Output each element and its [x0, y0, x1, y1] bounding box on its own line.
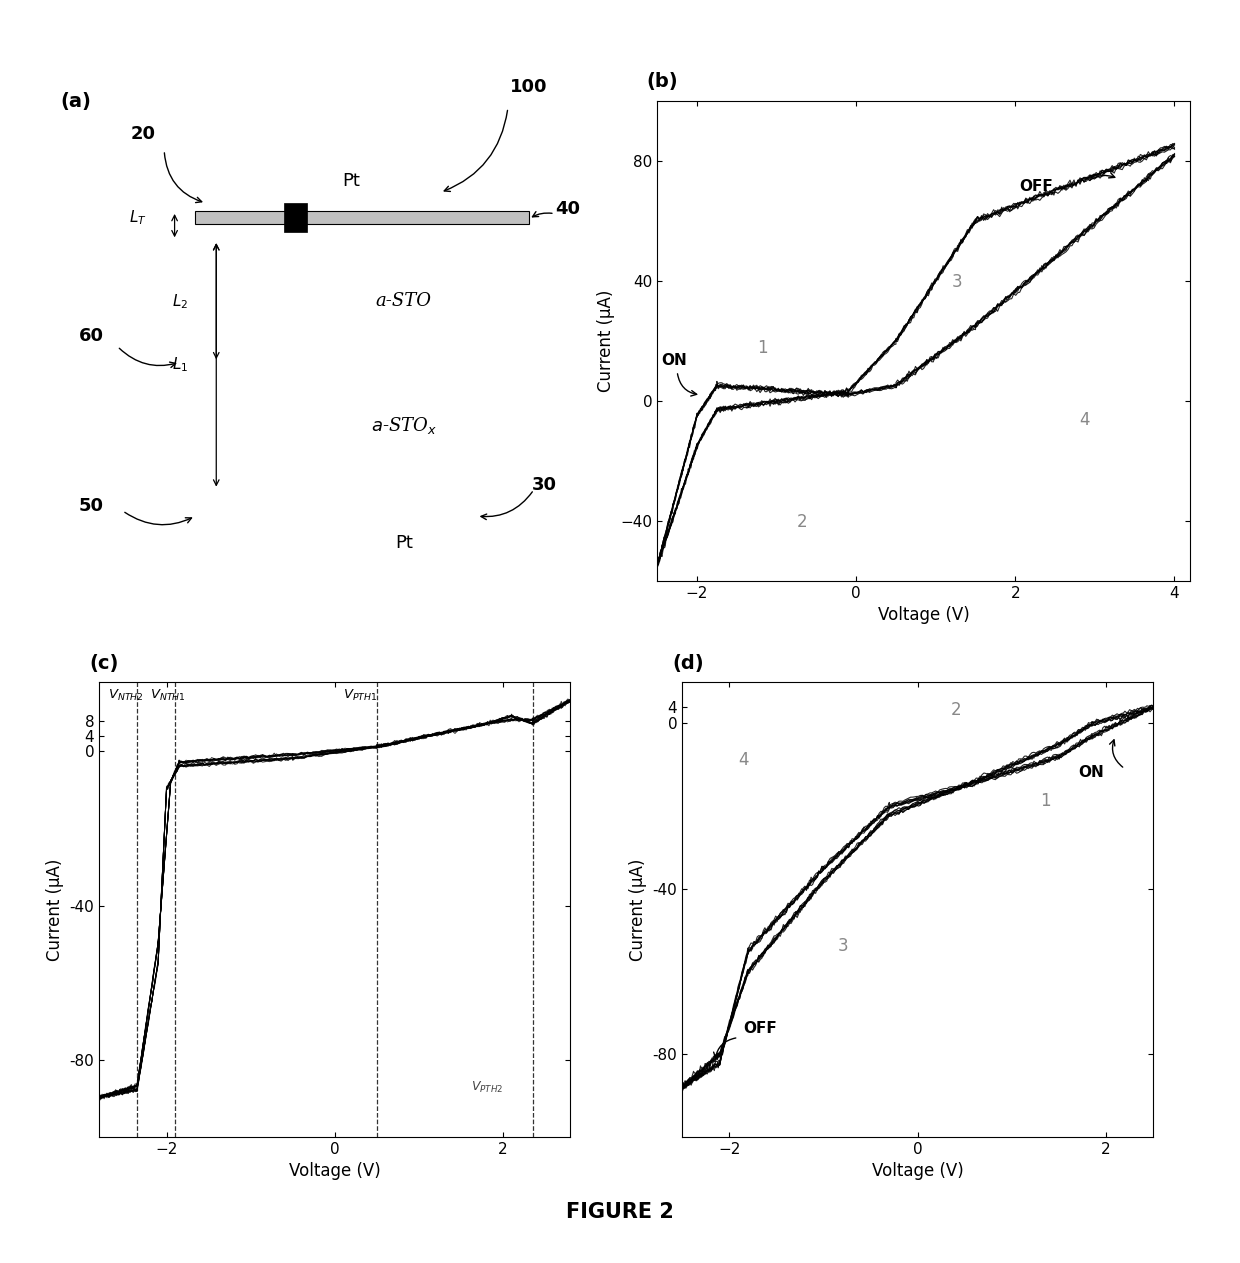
- Text: 3: 3: [951, 273, 962, 290]
- Text: 40: 40: [554, 200, 580, 217]
- Text: 4: 4: [1079, 410, 1090, 429]
- Y-axis label: Current (μA): Current (μA): [46, 858, 64, 961]
- Text: (d): (d): [672, 654, 704, 673]
- Text: $V_{PTH1}$: $V_{PTH1}$: [343, 688, 377, 703]
- Text: 1: 1: [1040, 792, 1050, 810]
- Text: 100: 100: [510, 78, 548, 96]
- Text: ON: ON: [1078, 765, 1104, 781]
- Text: ON: ON: [661, 352, 687, 368]
- Y-axis label: Current (μA): Current (μA): [596, 289, 615, 393]
- Text: $L_2$: $L_2$: [171, 292, 188, 311]
- Text: Pt: Pt: [342, 172, 361, 189]
- Text: OFF: OFF: [743, 1022, 777, 1037]
- Text: FIGURE 2: FIGURE 2: [567, 1202, 673, 1223]
- Text: $a$-STO$_x$: $a$-STO$_x$: [371, 416, 436, 437]
- Bar: [284, 203, 308, 232]
- Text: 1: 1: [756, 338, 768, 357]
- X-axis label: Voltage (V): Voltage (V): [878, 606, 970, 624]
- Text: Pt: Pt: [394, 533, 413, 552]
- Text: $V_{PTH2}$: $V_{PTH2}$: [471, 1080, 503, 1095]
- Text: 4: 4: [739, 750, 749, 769]
- X-axis label: Voltage (V): Voltage (V): [872, 1162, 963, 1180]
- Text: a-STO: a-STO: [376, 292, 432, 311]
- Text: (b): (b): [646, 72, 678, 91]
- Text: OFF: OFF: [1019, 179, 1053, 195]
- Text: (a): (a): [60, 92, 91, 111]
- Text: $V_{NTH2}$: $V_{NTH2}$: [108, 688, 143, 703]
- Text: 30: 30: [532, 476, 557, 494]
- Y-axis label: Current (μA): Current (μA): [629, 858, 647, 961]
- Text: 3: 3: [837, 937, 848, 955]
- Text: $V_{NTH1}$: $V_{NTH1}$: [150, 688, 185, 703]
- Text: $L_1$: $L_1$: [171, 355, 188, 374]
- FancyBboxPatch shape: [196, 211, 528, 225]
- Text: 20: 20: [131, 125, 156, 144]
- Text: 2: 2: [796, 513, 807, 530]
- Text: 50: 50: [79, 496, 104, 515]
- Text: $L_T$: $L_T$: [129, 208, 148, 227]
- X-axis label: Voltage (V): Voltage (V): [289, 1162, 381, 1180]
- Text: (c): (c): [89, 654, 119, 673]
- Text: 2: 2: [951, 701, 961, 719]
- Text: 60: 60: [79, 327, 104, 345]
